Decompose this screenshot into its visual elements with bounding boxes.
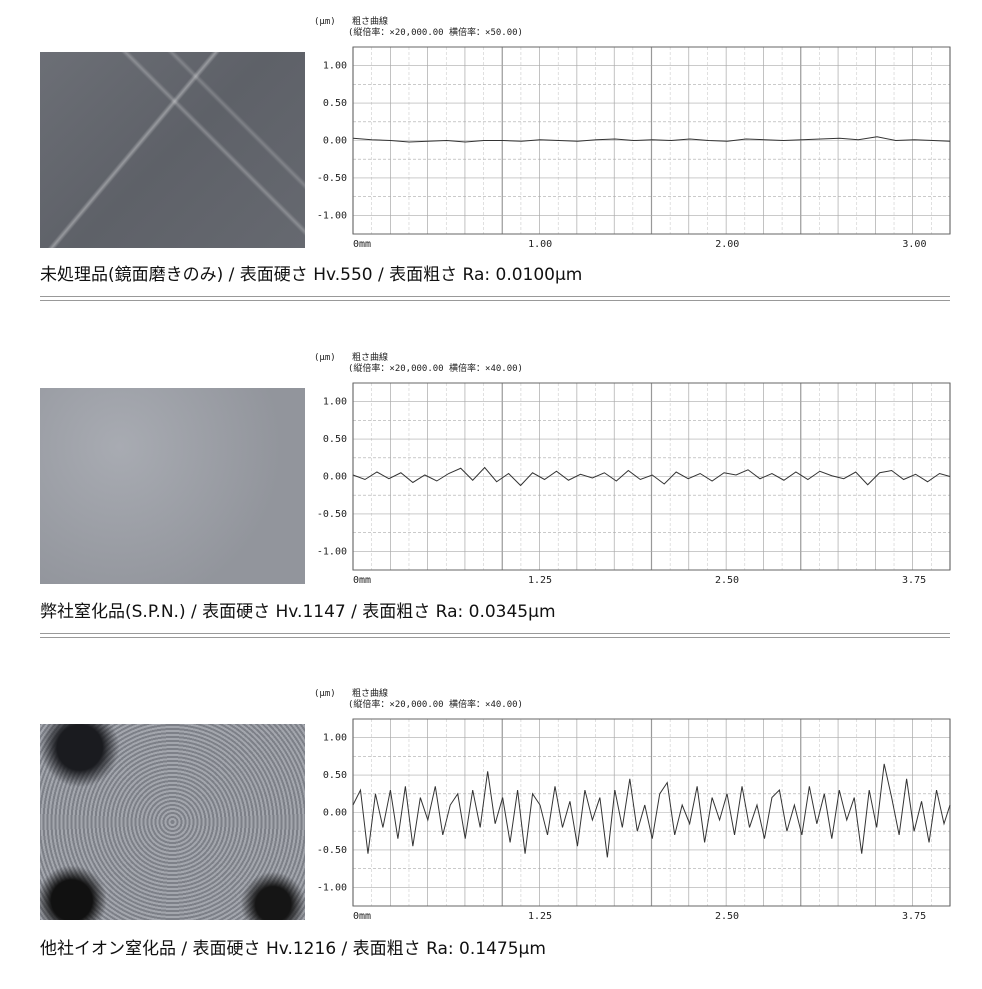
plot-frame xyxy=(352,46,951,235)
y-tick-label: -1.00 xyxy=(317,546,347,557)
unit-label: (μm) xyxy=(314,689,336,699)
caption-ion-nitriding: 他社イオン窒化品 / 表面硬さ Hv.1216 / 表面粗さ Ra: 0.147… xyxy=(40,939,546,959)
caption-spn: 弊社窒化品(S.P.N.) / 表面硬さ Hv.1147 / 表面粗さ Ra: … xyxy=(40,602,556,622)
sem-photo-untreated xyxy=(40,52,305,248)
roughness-profile-line xyxy=(352,763,951,858)
magnification-label: (縦倍率：×20,000.00 横倍率：×40.00) xyxy=(348,698,523,710)
sem-photo-ion-nitriding xyxy=(40,724,305,920)
x-tick-label: 1.25 xyxy=(528,575,552,586)
y-tick-label: -0.50 xyxy=(317,845,347,856)
x-tick-label: 2.00 xyxy=(715,239,739,250)
y-tick-label: 0.00 xyxy=(323,808,347,819)
x-tick-label: 0mm xyxy=(353,575,371,586)
y-tick-label: 0.00 xyxy=(323,472,347,483)
magnification-label: (縦倍率：×20,000.00 横倍率：×50.00) xyxy=(348,26,523,38)
divider xyxy=(40,296,950,301)
roughness-chart-ion-nitriding: (μm) 粗さ曲線(縦倍率：×20,000.00 横倍率：×40.00) 1.00 0… xyxy=(314,687,951,922)
x-tick-label: 0mm xyxy=(353,911,371,922)
roughness-chart-spn: (μm) 粗さ曲線(縦倍率：×20,000.00 横倍率：×40.00) 1.00 0… xyxy=(314,351,951,586)
x-tick-label: 3.75 xyxy=(902,911,926,922)
y-tick-label: 1.00 xyxy=(323,397,347,408)
roughness-profile-line xyxy=(352,466,951,487)
x-tick-label: 3.00 xyxy=(902,239,926,250)
magnification-label: (縦倍率：×20,000.00 横倍率：×40.00) xyxy=(348,362,523,374)
y-tick-label: 0.50 xyxy=(323,98,347,109)
chart-title: 粗さ曲線 xyxy=(352,687,388,699)
chart-title: 粗さ曲線 xyxy=(352,15,388,27)
roughness-profile-line xyxy=(352,136,951,143)
x-tick-label: 0mm xyxy=(353,239,371,250)
y-tick-label: -1.00 xyxy=(317,882,347,893)
y-tick-label: 0.50 xyxy=(323,434,347,445)
y-tick-label: 1.00 xyxy=(323,61,347,72)
y-tick-label: -1.00 xyxy=(317,210,347,221)
y-tick-label: 0.00 xyxy=(323,136,347,147)
roughness-chart-untreated: (μm) 粗さ曲線(縦倍率：×20,000.00 横倍率：×50.00) 1.00 0… xyxy=(314,15,951,250)
caption-untreated: 未処理品(鏡面磨きのみ) / 表面硬さ Hv.550 / 表面粗さ Ra: 0.… xyxy=(40,265,583,285)
y-tick-label: 1.00 xyxy=(323,733,347,744)
y-tick-label: 0.50 xyxy=(323,770,347,781)
chart-title: 粗さ曲線 xyxy=(352,351,388,363)
unit-label: (μm) xyxy=(314,17,336,27)
divider xyxy=(40,633,950,638)
sem-photo-spn xyxy=(40,388,305,584)
x-tick-label: 1.25 xyxy=(528,911,552,922)
unit-label: (μm) xyxy=(314,353,336,363)
y-tick-label: -0.50 xyxy=(317,509,347,520)
x-tick-label: 1.00 xyxy=(528,239,552,250)
x-tick-label: 3.75 xyxy=(902,575,926,586)
plot-frame xyxy=(352,718,951,907)
y-tick-label: -0.50 xyxy=(317,173,347,184)
x-tick-label: 2.50 xyxy=(715,575,739,586)
x-tick-label: 2.50 xyxy=(715,911,739,922)
